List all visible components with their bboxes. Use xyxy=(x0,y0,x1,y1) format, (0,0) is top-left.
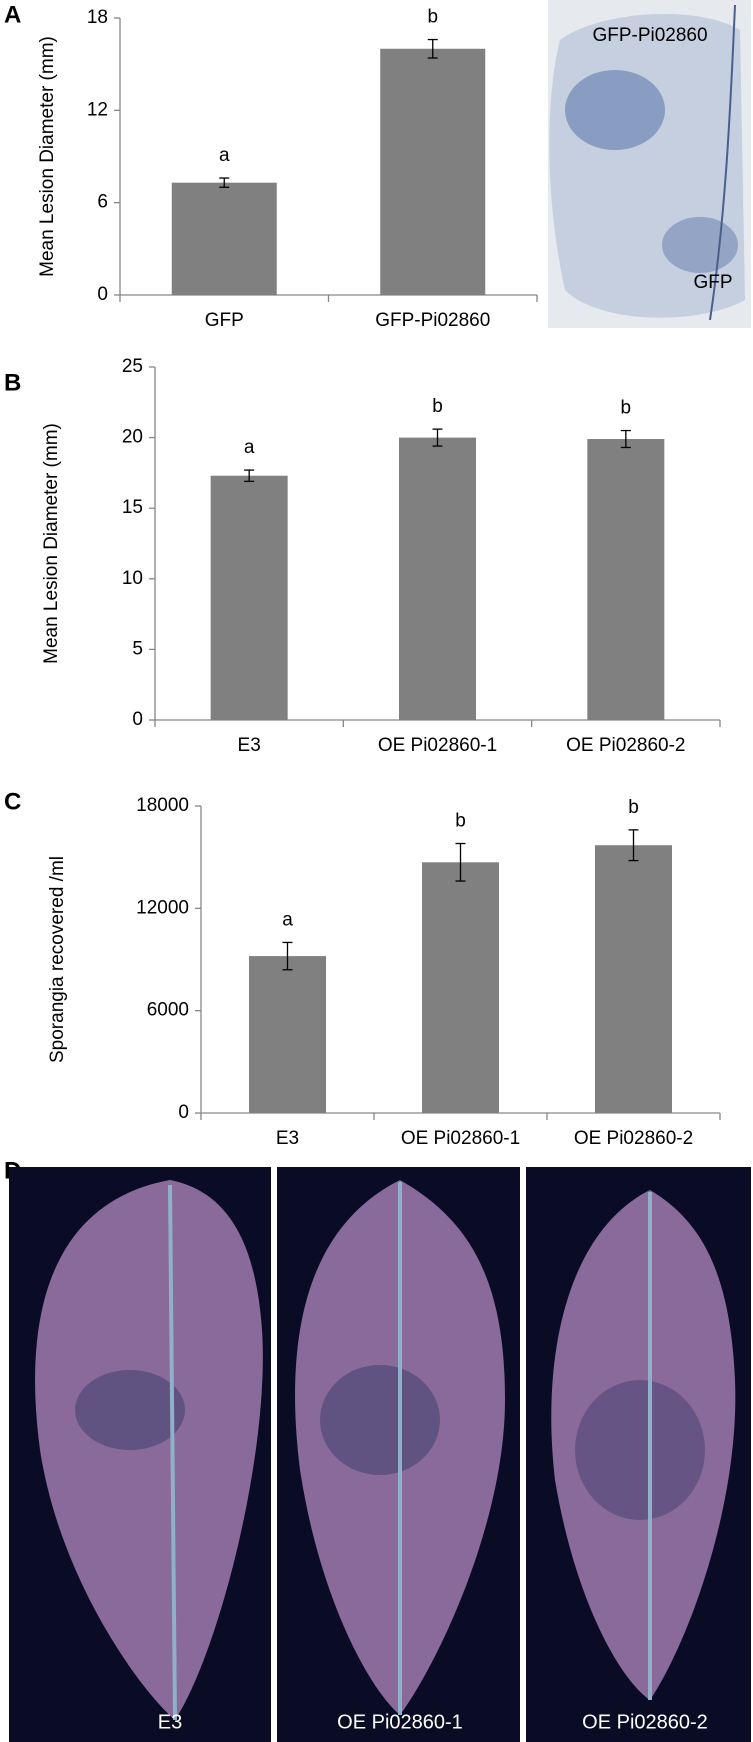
photo-label: OE Pi02860-1 xyxy=(337,1711,463,1733)
y-tick-label: 12 xyxy=(87,99,108,120)
x-tick-label: E3 xyxy=(238,735,261,756)
x-tick-label: OE Pi02860-1 xyxy=(378,735,497,756)
x-tick-label: OE Pi02860-1 xyxy=(401,1128,520,1149)
y-tick-label: 15 xyxy=(122,497,143,518)
vein xyxy=(168,1182,652,1721)
significance-label: b xyxy=(427,7,438,28)
significance-label: a xyxy=(219,145,230,166)
x-tick-label: OE Pi02860-2 xyxy=(574,1128,693,1149)
y-tick-label: 25 xyxy=(122,356,143,377)
photo-label: OE Pi02860-2 xyxy=(582,1711,708,1733)
y-tick-label: 0 xyxy=(97,284,108,305)
significance-label: a xyxy=(282,909,293,930)
x-tick-label: OE Pi02860-2 xyxy=(566,735,685,756)
y-axis-title: Sporangia recovered /ml xyxy=(47,856,68,1063)
x-tick-label: E3 xyxy=(276,1128,299,1149)
bar xyxy=(210,475,288,720)
y-axis-title: Mean Lesion Diameter (mm) xyxy=(41,423,62,664)
bar xyxy=(422,862,499,1113)
lesion xyxy=(320,1365,440,1475)
photo-label: GFP xyxy=(693,272,732,293)
leaf xyxy=(35,1180,263,1720)
y-tick-label: 5 xyxy=(132,638,143,659)
photo-label: GFP-Pi02860 xyxy=(592,25,707,46)
bar xyxy=(171,182,277,295)
bar xyxy=(595,845,672,1113)
photo-label: E3 xyxy=(158,1711,182,1733)
significance-label: b xyxy=(621,398,632,419)
bar xyxy=(399,437,476,720)
photo-d: E3 OE Pi02860-1 OE Pi02860-2 xyxy=(9,1167,751,1742)
bar xyxy=(587,439,665,720)
y-tick-label: 20 xyxy=(122,427,143,448)
y-tick-label: 0 xyxy=(178,1102,189,1123)
panel-label: A xyxy=(4,1,21,28)
vein xyxy=(709,4,736,321)
significance-label: b xyxy=(628,797,639,818)
y-tick-label: 18000 xyxy=(136,795,189,816)
x-tick-label: GFP-Pi02860 xyxy=(375,310,490,331)
significance-label: b xyxy=(432,396,443,417)
y-tick-label: 10 xyxy=(122,568,143,589)
bar xyxy=(249,956,326,1113)
y-axis-title: Mean Lesion Diameter (mm) xyxy=(37,36,58,277)
photo-a: GFP-Pi02860 GFP xyxy=(548,0,751,328)
panel-label: C xyxy=(4,788,21,815)
y-tick-label: 6000 xyxy=(147,1000,189,1021)
y-tick-label: 6 xyxy=(97,192,108,213)
significance-label: b xyxy=(455,811,466,832)
panel-label: B xyxy=(4,369,21,396)
y-tick-label: 12000 xyxy=(136,897,189,918)
lesion xyxy=(75,1370,185,1450)
bar xyxy=(380,48,486,296)
lesion xyxy=(662,217,738,273)
significance-label: a xyxy=(244,437,255,458)
lesion xyxy=(575,1380,705,1520)
lesion xyxy=(565,70,665,150)
y-tick-label: 0 xyxy=(132,709,143,730)
y-tick-label: 18 xyxy=(87,7,108,28)
x-tick-label: GFP xyxy=(205,310,244,331)
